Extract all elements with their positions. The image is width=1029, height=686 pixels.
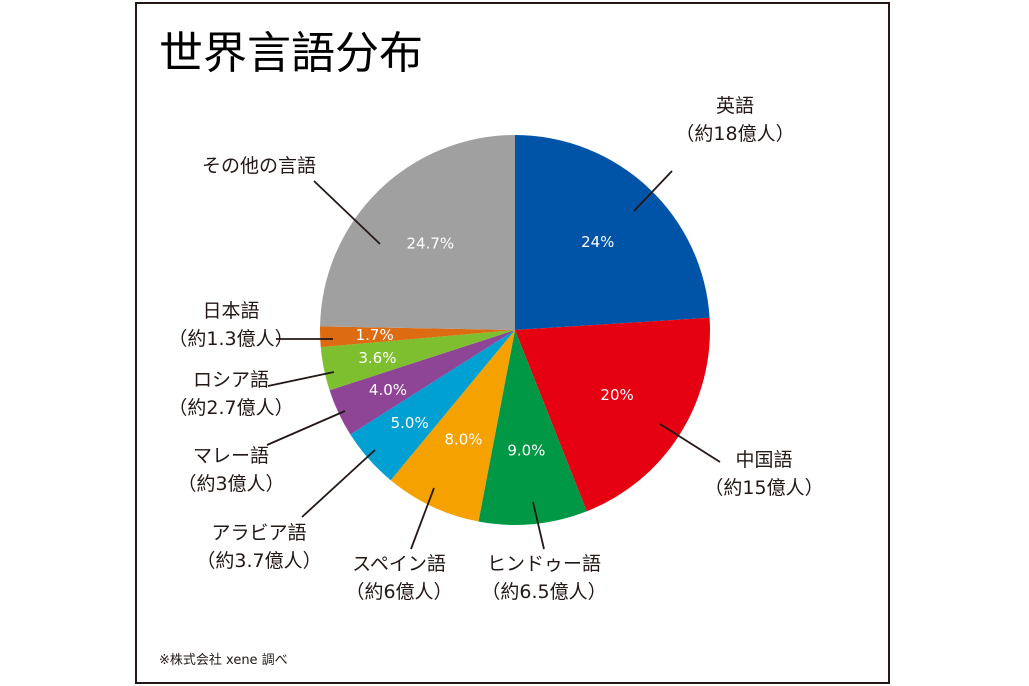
pie-slice-spanish xyxy=(390,330,515,522)
slice-name-hindi: ヒンドゥー語 xyxy=(487,553,601,575)
percent-label-malay: 4.0% xyxy=(369,381,407,399)
slice-sub-spanish: （約6億人） xyxy=(345,581,452,603)
leader-line-spanish xyxy=(410,487,435,550)
source-note: ※株式会社 xene 調べ xyxy=(159,652,288,668)
pie-slice-arabic xyxy=(350,330,515,481)
percent-label-chinese: 20% xyxy=(600,386,633,404)
slice-name-japanese: 日本語 xyxy=(202,300,259,322)
slice-name-russian: ロシア語 xyxy=(193,369,269,391)
pie-slice-malay xyxy=(329,330,515,435)
slice-name-malay: マレー語 xyxy=(193,445,269,467)
slice-name-chinese: 中国語 xyxy=(735,449,792,471)
slice-sub-malay: （約3億人） xyxy=(177,473,284,495)
slice-name-arabic: アラビア語 xyxy=(211,522,306,544)
leader-line-russian xyxy=(267,371,335,387)
percent-label-other: 24.7% xyxy=(406,235,454,253)
percent-labels: 24% 20% 9.0% 8.0% 5.0% 4.0% 3.6% 1.7% 24.7% xyxy=(356,233,634,459)
percent-label-hindi: 9.0% xyxy=(507,441,545,459)
slice-sub-arabic: （約3.7億人） xyxy=(196,550,321,572)
leader-line-arabic xyxy=(301,449,376,518)
percent-label-russian: 3.6% xyxy=(358,349,396,367)
slice-name-other: その他の言語 xyxy=(202,155,316,177)
leader-line-other xyxy=(313,180,381,245)
slice-name-spanish: スペイン語 xyxy=(352,553,446,575)
leader-line-hindi xyxy=(532,501,545,550)
percent-label-spanish: 8.0% xyxy=(444,430,482,448)
slice-sub-hindi: （約6.5億人） xyxy=(481,581,606,603)
slice-sub-chinese: （約15億人） xyxy=(704,477,823,499)
pie-slice-chinese xyxy=(515,317,710,512)
pie-slice-other xyxy=(320,135,515,330)
leader-line-english xyxy=(633,170,673,212)
leader-line-chinese xyxy=(659,423,721,463)
chart-frame: 世界言語分布 24% 20% 9.0% 8.0% 5.0% 4.0% 3.6% 1.7% 24.… xyxy=(135,2,890,684)
percent-label-japanese: 1.7% xyxy=(356,326,394,344)
slice-sub-russian: （約2.7億人） xyxy=(168,397,293,419)
pie-chart: 世界言語分布 24% 20% 9.0% 8.0% 5.0% 4.0% 3.6% 1.7% 24.… xyxy=(159,28,824,668)
percent-label-arabic: 5.0% xyxy=(391,414,429,432)
slice-sub-japanese: （約1.3億人） xyxy=(168,328,293,350)
pie-slice-russian xyxy=(320,330,515,391)
chart-title: 世界言語分布 xyxy=(159,28,423,79)
slice-name-english: 英語 xyxy=(716,95,754,117)
leader-line-malay xyxy=(266,410,346,446)
pie-slice-japanese xyxy=(320,326,515,348)
leader-lines xyxy=(266,170,721,550)
slice-labels: 英語 （約18億人） 中国語 （約15億人） ヒンドゥー語 （約6.5億人） スペイン語 （約… xyxy=(168,95,823,603)
pie-slice-hindi xyxy=(478,330,587,526)
pie-slice-english xyxy=(515,135,710,330)
pie-slices xyxy=(320,135,710,526)
slice-sub-english: （約18億人） xyxy=(675,123,794,145)
percent-label-english: 24% xyxy=(581,233,614,251)
